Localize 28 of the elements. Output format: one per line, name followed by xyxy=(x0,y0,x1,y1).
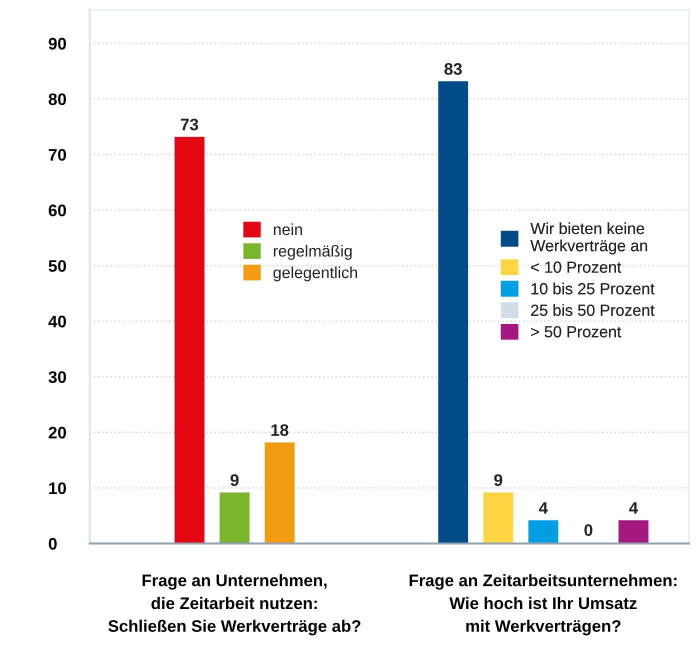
data-label: 73 xyxy=(180,118,198,130)
y-tick-label: 60 xyxy=(48,204,66,216)
legend-label: regelmäßig xyxy=(274,244,352,260)
x-tick-label: Frage an Zeitarbeitsunternehmen: Wie hoch ist Ihr Umsatz mit Werkverträgen? xyxy=(410,574,676,636)
data-label: 83 xyxy=(444,63,462,75)
y-tick-label: 50 xyxy=(48,260,66,272)
y-tick-label: 40 xyxy=(48,316,66,328)
legend-label: Wir bieten keine Werkverträge an xyxy=(530,222,648,254)
data-label: 4 xyxy=(538,502,548,514)
y-tick-label: 10 xyxy=(49,482,66,494)
y-tick-label: 0 xyxy=(48,538,57,550)
data-label: 9 xyxy=(494,474,502,486)
legend-label: < 10 Prozent xyxy=(531,262,622,273)
y-tick-label: 80 xyxy=(48,93,66,106)
data-label: 0 xyxy=(584,524,592,536)
data-label: 9 xyxy=(230,474,239,486)
legend-label: gelegentlich xyxy=(273,266,358,282)
legend-label: nein xyxy=(274,223,302,236)
x-tick-label: Frage an Unternehmen, die Zeitarbeit nutzen: Schließen Sie Werkverträge ab? xyxy=(108,574,360,636)
y-tick-label: 30 xyxy=(48,371,66,384)
legend-label: > 50 Prozent xyxy=(531,326,622,338)
legend-label: 25 bis 50 Prozent xyxy=(531,304,655,316)
legend-label: 10 bis 25 Prozent xyxy=(532,282,655,294)
y-tick-label: 90 xyxy=(48,38,66,50)
data-label: 18 xyxy=(271,424,288,436)
data-label: 4 xyxy=(629,502,638,514)
y-tick-label: 20 xyxy=(48,426,66,439)
y-tick-label: 70 xyxy=(48,148,66,161)
